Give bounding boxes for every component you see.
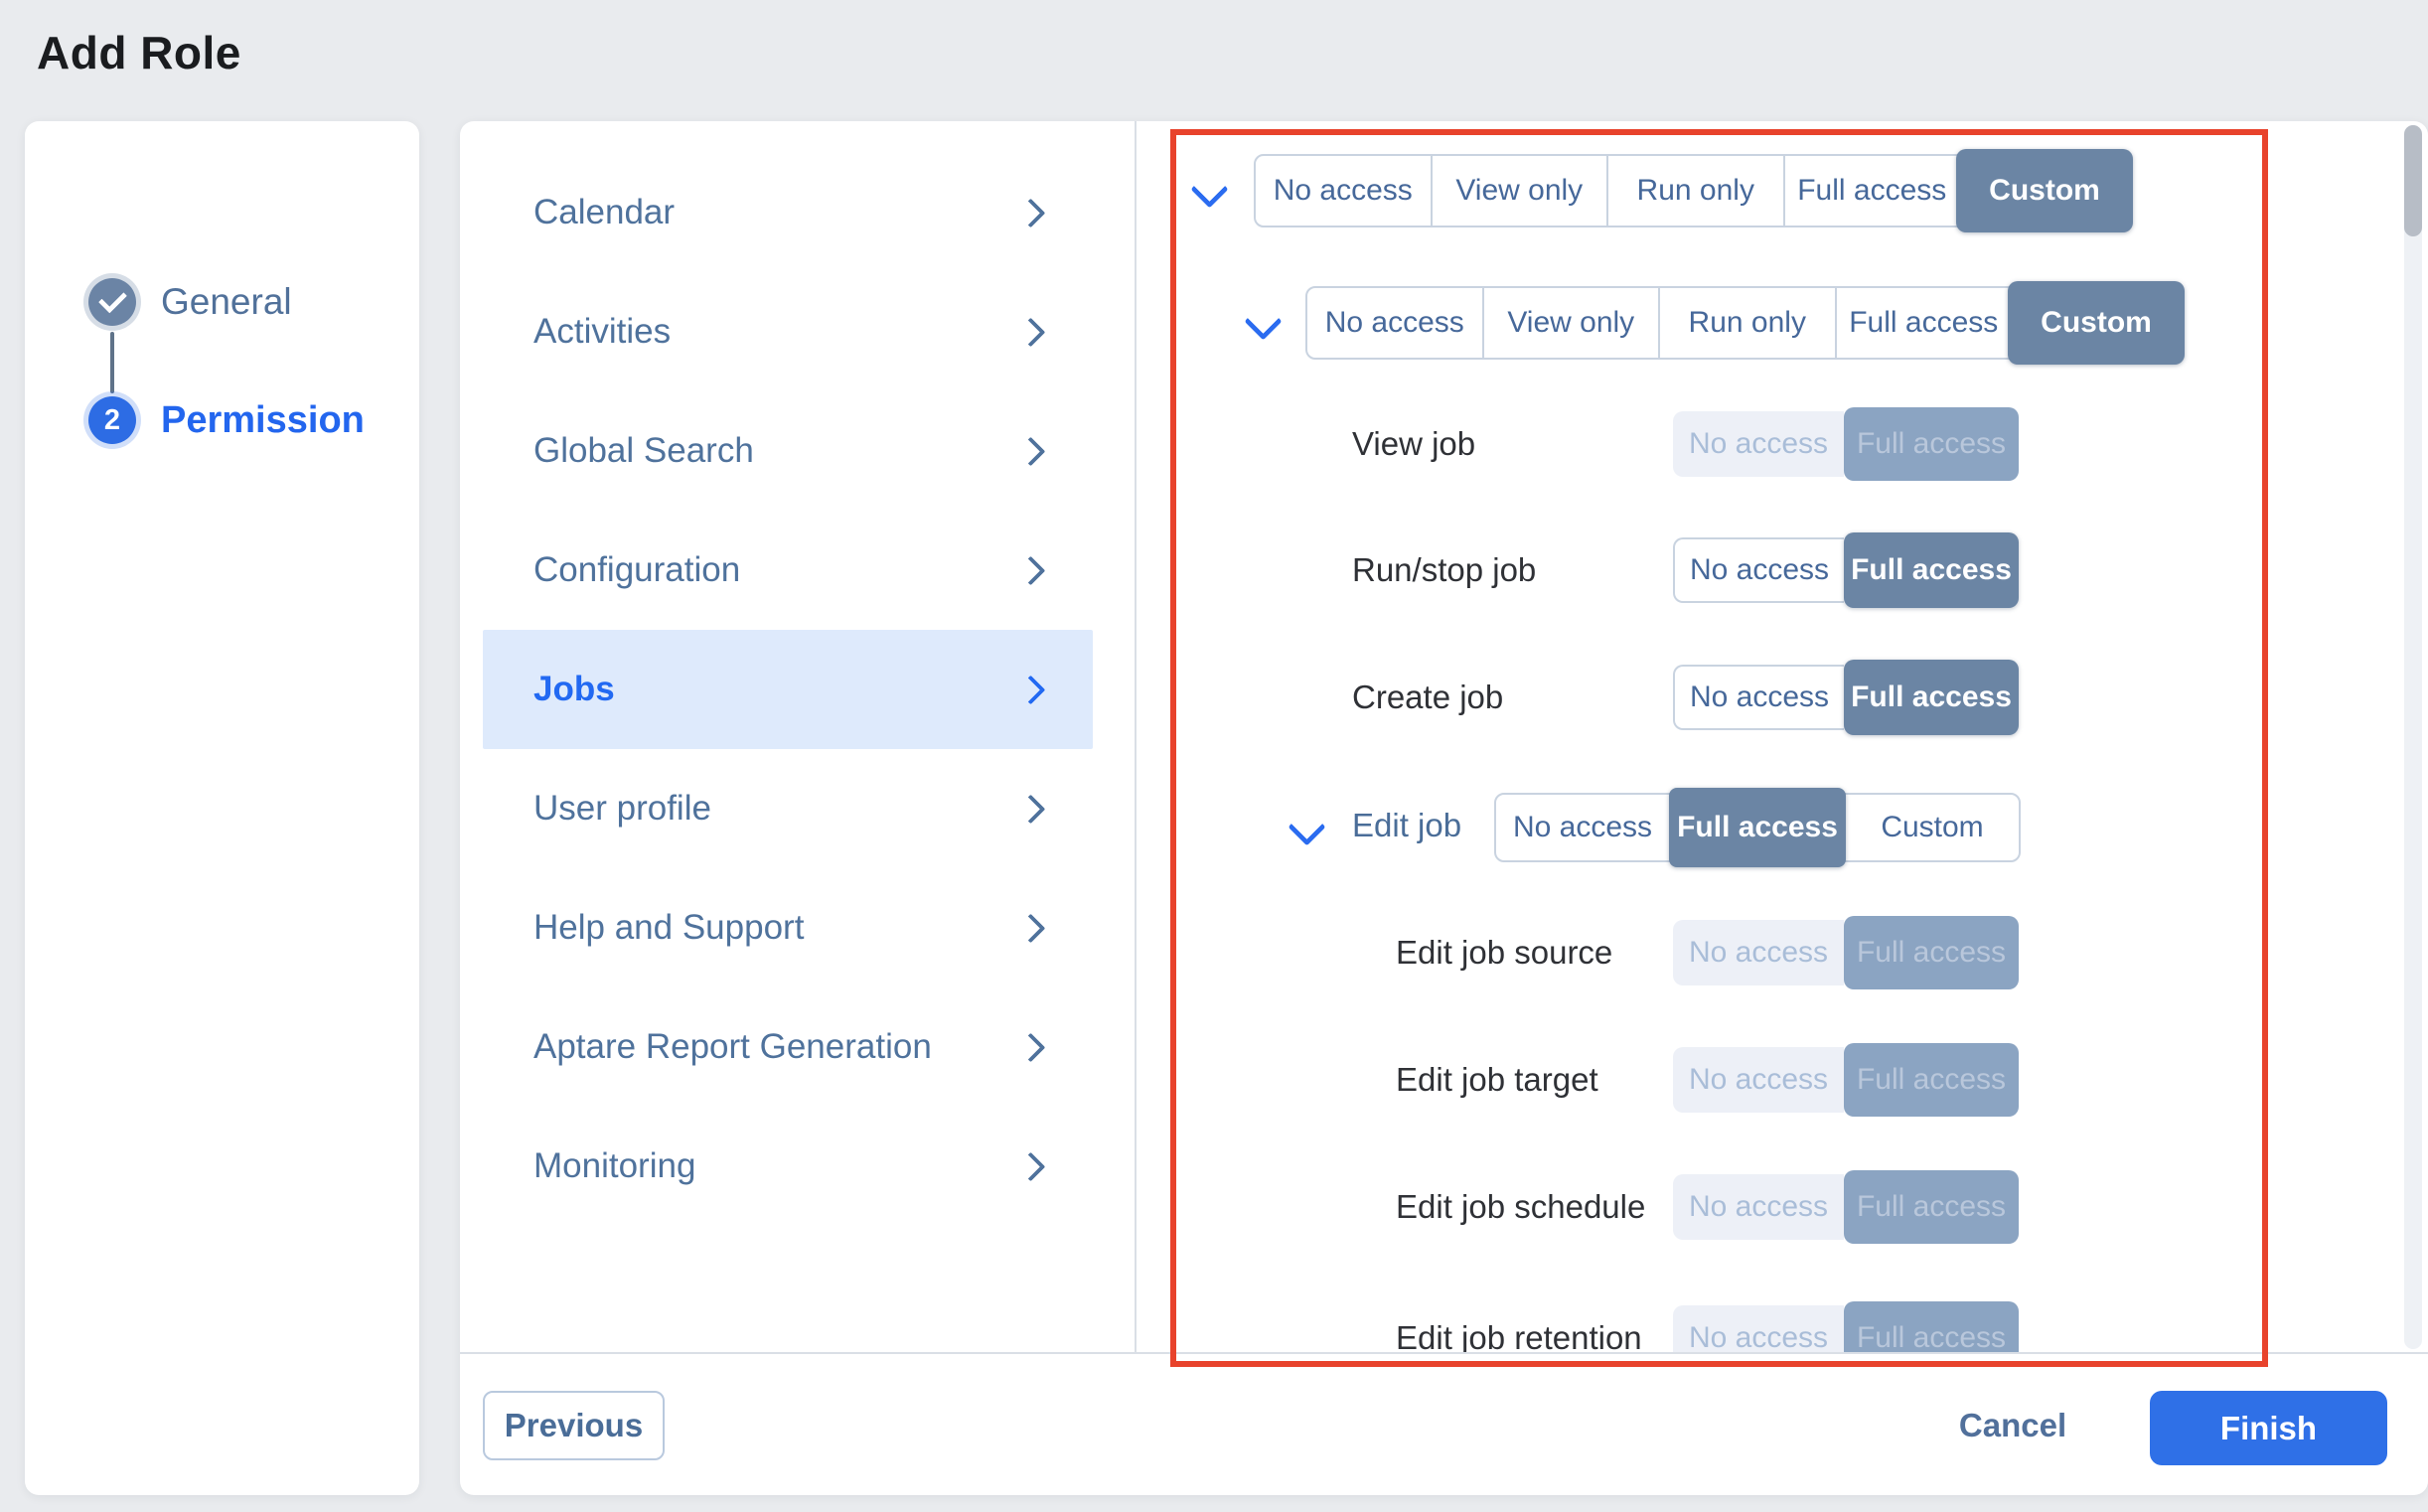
run-stop-job-access-toggle: No access Full access bbox=[1673, 532, 2019, 608]
option-no-access-disabled: No access bbox=[1673, 920, 1844, 985]
option-full-access-selected[interactable]: Full access bbox=[1844, 532, 2019, 608]
edit-job-schedule-access-toggle: No access Full access bbox=[1673, 1170, 2019, 1244]
jobs-subgroup-access-group: No access View only Run only Full access… bbox=[1305, 281, 2185, 365]
nav-item-label: Aptare Report Generation bbox=[533, 1027, 932, 1066]
page-title: Add Role bbox=[37, 27, 241, 78]
nav-item-activities[interactable]: Activities bbox=[483, 272, 1093, 391]
nav-item-jobs[interactable]: Jobs bbox=[483, 630, 1093, 749]
option-full-access-selected-disabled: Full access bbox=[1844, 407, 2019, 481]
option-custom-selected[interactable]: Custom bbox=[2008, 281, 2185, 365]
option-no-access[interactable]: No access bbox=[1307, 288, 1482, 358]
option-full-access-selected-disabled: Full access bbox=[1844, 916, 2019, 989]
step-permission-label[interactable]: Permission bbox=[161, 399, 365, 441]
jobs-access-group: No access View only Run only Full access… bbox=[1254, 149, 2133, 232]
step-number: 2 bbox=[103, 403, 121, 436]
view-job-access-toggle: No access Full access bbox=[1673, 407, 2019, 481]
option-no-access[interactable]: No access bbox=[1512, 811, 1653, 843]
option-custom[interactable]: Custom bbox=[1881, 811, 1984, 843]
permissions-panel: No access View only Run only Full access… bbox=[1135, 121, 2428, 1352]
chevron-right-icon bbox=[1015, 436, 1046, 466]
nav-item-aptare-report-generation[interactable]: Aptare Report Generation bbox=[483, 987, 1093, 1107]
check-icon bbox=[97, 284, 127, 314]
step-general-label[interactable]: General bbox=[161, 281, 292, 322]
option-no-access-disabled: No access bbox=[1673, 411, 1844, 477]
stepper-connector bbox=[110, 332, 114, 393]
option-full-access-selected[interactable]: Full access bbox=[1844, 660, 2019, 735]
option-view-only[interactable]: View only bbox=[1430, 156, 1607, 226]
chevron-right-icon bbox=[1015, 317, 1046, 347]
edit-job-retention-access-toggle: No access Full access bbox=[1673, 1301, 2019, 1352]
cancel-button[interactable]: Cancel bbox=[1958, 1407, 2067, 1443]
nav-item-label: Help and Support bbox=[533, 908, 805, 947]
nav-item-help-and-support[interactable]: Help and Support bbox=[483, 868, 1093, 987]
option-no-access-disabled: No access bbox=[1673, 1174, 1844, 1240]
option-view-only[interactable]: View only bbox=[1481, 288, 1659, 358]
scrollbar-track[interactable] bbox=[2404, 125, 2422, 1349]
row-label-run-stop-job: Run/stop job bbox=[1352, 551, 1537, 588]
option-run-only[interactable]: Run only bbox=[1606, 156, 1783, 226]
row-label-edit-job-retention: Edit job retention bbox=[1396, 1319, 1642, 1352]
step-general-indicator[interactable] bbox=[88, 278, 136, 326]
chevron-down-icon[interactable] bbox=[1244, 302, 1283, 341]
edit-job-access-group: No access Full access Custom bbox=[1494, 788, 2021, 867]
chevron-down-icon[interactable] bbox=[1190, 170, 1229, 209]
chevron-right-icon bbox=[1015, 913, 1046, 943]
row-label-edit-job-target: Edit job target bbox=[1396, 1061, 1598, 1098]
chevron-right-icon bbox=[1015, 198, 1046, 227]
option-no-access[interactable]: No access bbox=[1673, 665, 1844, 730]
option-full-access-selected-disabled: Full access bbox=[1844, 1301, 2019, 1352]
nav-item-label: Calendar bbox=[533, 193, 676, 231]
edit-job-source-access-toggle: No access Full access bbox=[1673, 916, 2019, 989]
chevron-right-icon bbox=[1015, 794, 1046, 824]
option-full-access-selected-disabled: Full access bbox=[1844, 1043, 2019, 1117]
option-full-access-selected[interactable]: Full access bbox=[1669, 788, 1846, 867]
chevron-right-icon bbox=[1015, 1151, 1046, 1181]
edit-job-target-access-toggle: No access Full access bbox=[1673, 1043, 2019, 1117]
row-label-edit-job: Edit job bbox=[1352, 807, 1462, 843]
previous-button[interactable]: Previous bbox=[483, 1391, 665, 1460]
stepper-card: General 2 Permission bbox=[25, 121, 419, 1495]
row-label-view-job: View job bbox=[1352, 425, 1476, 462]
option-custom-selected[interactable]: Custom bbox=[1956, 149, 2133, 232]
nav-item-label: Activities bbox=[533, 312, 672, 351]
option-no-access-disabled: No access bbox=[1673, 1047, 1844, 1113]
create-job-access-toggle: No access Full access bbox=[1673, 660, 2019, 735]
nav-item-configuration[interactable]: Configuration bbox=[483, 511, 1093, 630]
footer-divider bbox=[460, 1352, 2428, 1354]
step-permission-indicator[interactable]: 2 bbox=[88, 396, 136, 444]
option-run-only[interactable]: Run only bbox=[1658, 288, 1835, 358]
panel-divider bbox=[1135, 121, 1137, 1352]
nav-item-user-profile[interactable]: User profile bbox=[483, 749, 1093, 868]
chevron-right-icon bbox=[1015, 675, 1046, 704]
nav-item-label: Monitoring bbox=[533, 1146, 696, 1185]
option-full-access[interactable]: Full access bbox=[1834, 288, 2012, 358]
row-label-create-job: Create job bbox=[1352, 679, 1504, 715]
nav-item-label: User profile bbox=[533, 789, 711, 828]
option-no-access-disabled: No access bbox=[1673, 1305, 1844, 1352]
scrollbar-thumb[interactable] bbox=[2404, 125, 2422, 236]
chevron-right-icon bbox=[1015, 1032, 1046, 1062]
chevron-down-icon[interactable] bbox=[1288, 808, 1326, 846]
option-no-access[interactable]: No access bbox=[1673, 537, 1844, 603]
nav-item-global-search[interactable]: Global Search bbox=[483, 391, 1093, 511]
nav-item-calendar[interactable]: Calendar bbox=[483, 153, 1093, 272]
chevron-right-icon bbox=[1015, 555, 1046, 585]
nav-item-label: Configuration bbox=[533, 550, 741, 589]
option-full-access[interactable]: Full access bbox=[1782, 156, 1960, 226]
finish-button[interactable]: Finish bbox=[2150, 1391, 2387, 1465]
nav-item-monitoring[interactable]: Monitoring bbox=[483, 1107, 1093, 1226]
option-full-access-selected-disabled: Full access bbox=[1844, 1170, 2019, 1244]
row-label-edit-job-schedule: Edit job schedule bbox=[1396, 1188, 1646, 1225]
row-label-edit-job-source: Edit job source bbox=[1396, 934, 1613, 971]
option-no-access[interactable]: No access bbox=[1256, 156, 1431, 226]
nav-item-label: Global Search bbox=[533, 431, 754, 470]
nav-item-label: Jobs bbox=[533, 670, 615, 708]
